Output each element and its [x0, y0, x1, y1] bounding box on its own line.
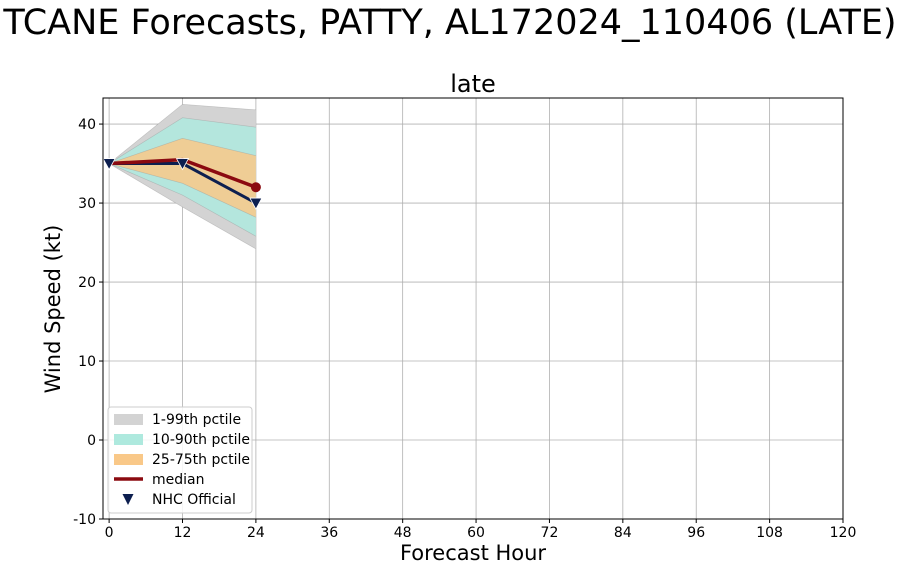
x-tick-label: 96	[687, 525, 705, 541]
x-tick-label: 108	[756, 525, 783, 541]
nhc-official-point	[102, 158, 116, 171]
y-tick-label: 30	[78, 196, 96, 212]
x-axis-label: Forecast Hour	[400, 541, 546, 565]
chart-title: late	[450, 70, 496, 98]
legend-label-25-75: 25-75th pctile	[152, 452, 250, 468]
band-25-75-pctile-upper-edge	[109, 137, 256, 164]
band-1-99-pctile-lower-edge	[108, 163, 257, 250]
legend-label-nhc-official: NHC Official	[152, 492, 236, 508]
x-tick-label: 36	[320, 525, 338, 541]
x-tick-label: 48	[394, 525, 412, 541]
y-axis-label: Wind Speed (kt)	[41, 225, 65, 394]
legend-swatch-nhc-official	[122, 494, 134, 505]
legend: 1-99th pctile 10-90th pctile 25-75th pct…	[107, 406, 253, 514]
y-tick-label: 40	[78, 117, 96, 133]
x-tick-label: 72	[541, 525, 559, 541]
percentile-bands	[108, 104, 257, 250]
legend-swatch-10-90	[114, 434, 143, 445]
band-1-99-pctile-upper-edge	[108, 104, 256, 164]
median-point	[250, 182, 261, 193]
x-axis-ticks: 0 12 24 36 48 60 72 84 96 108 120	[105, 519, 857, 541]
band-25-75-pctile-lower-edge	[109, 163, 257, 218]
nhc-official-point	[249, 197, 263, 210]
x-tick-label: 0	[105, 525, 114, 541]
legend-swatch-25-75	[114, 454, 143, 465]
x-tick-label: 24	[247, 525, 265, 541]
y-tick-label: 10	[78, 354, 96, 370]
legend-label-median: median	[152, 472, 204, 488]
series-lines	[102, 157, 263, 210]
legend-label-1-99: 1-99th pctile	[152, 412, 241, 428]
legend-label-10-90: 10-90th pctile	[152, 432, 250, 448]
band-10-90-pctile-lower-edge	[108, 163, 257, 237]
legend-box	[107, 406, 253, 514]
x-tick-label: 84	[614, 525, 632, 541]
band-25-75-pctile	[109, 138, 256, 218]
x-tick-label: 12	[174, 525, 192, 541]
plot-frame	[102, 97, 844, 520]
nhc-official-point	[175, 158, 190, 171]
band-10-90-pctile-upper-edge	[108, 117, 256, 164]
y-tick-label: 20	[78, 275, 96, 291]
y-axis-ticks: -10 0 10 20 30 40	[73, 117, 103, 528]
page-title: TCANE Forecasts, PATTY, AL172024_110406 …	[2, 3, 896, 43]
y-tick-label: 0	[87, 433, 96, 449]
legend-swatch-1-99	[114, 414, 143, 425]
y-tick-label: -10	[73, 512, 96, 528]
x-tick-label: 60	[467, 525, 485, 541]
x-tick-label: 120	[830, 525, 857, 541]
